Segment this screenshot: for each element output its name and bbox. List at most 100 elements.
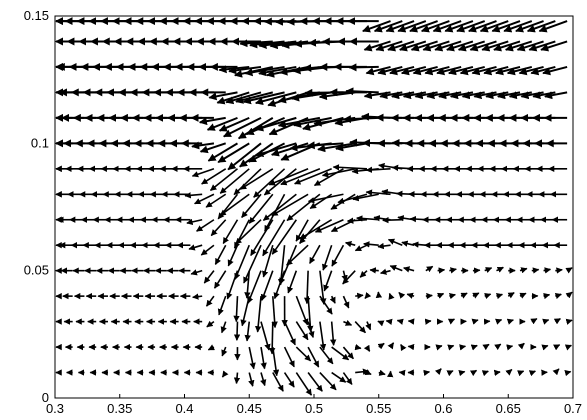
quiver-arrow (354, 321, 367, 334)
quiver-arrow (329, 295, 336, 304)
quiver-arrow (255, 116, 297, 132)
quiver-arrow (295, 346, 312, 362)
quiver-arrow (254, 296, 262, 333)
quiver-arrow (272, 346, 280, 377)
quiver-arrow (287, 270, 298, 294)
quiver-arrow (354, 343, 362, 351)
quiver-arrow (271, 193, 309, 217)
quiver-arrow (565, 267, 573, 274)
quiver-arrow (188, 244, 203, 251)
quiver-arrow (255, 91, 297, 106)
quiver-arrow (387, 238, 403, 246)
quiver-arrow (363, 344, 371, 352)
quiver-arrow (227, 142, 262, 171)
quiver-arrow (223, 116, 262, 138)
quiver-arrow (407, 343, 415, 351)
quiver-arrow (460, 292, 468, 299)
quiver-arrow (201, 168, 227, 185)
quiver-arrow (364, 369, 372, 376)
quiver-arrow (507, 292, 515, 299)
quiver-arrow (233, 168, 262, 196)
quiver-arrow (260, 270, 274, 301)
quiver-arrow (482, 343, 490, 351)
quiver-arrow (541, 344, 549, 351)
quiver-arrow (218, 116, 250, 132)
quiver-arrow (272, 372, 284, 392)
quiver-arrow (196, 219, 215, 232)
quiver-arrow (377, 342, 385, 350)
quiver-arrow (447, 318, 456, 325)
quiver-arrow (553, 318, 561, 325)
quiver-arrow (243, 244, 262, 284)
quiver-arrow (262, 244, 274, 278)
x-tick-label: 0.4 (175, 401, 193, 416)
quiver-arrow (319, 321, 327, 351)
quiver-arrow (235, 91, 274, 104)
quiver-arrow (407, 318, 415, 325)
quiver-arrow (242, 91, 285, 105)
quiver-arrow (205, 295, 215, 307)
quiver-arrow (220, 321, 227, 334)
quiver-arrow (388, 292, 395, 300)
quiver-arrow (342, 372, 353, 385)
quiver-arrow (233, 321, 241, 341)
quiver-arrows (55, 17, 573, 396)
quiver-arrow (244, 270, 251, 299)
quiver-arrow (249, 40, 285, 49)
quiver-arrow (542, 318, 550, 325)
quiver-arrow (469, 369, 478, 377)
quiver-arrow (542, 65, 568, 76)
quiver-arrow (543, 267, 552, 274)
quiver-arrow (495, 318, 503, 325)
quiver-arrow (355, 368, 370, 375)
quiver-arrow (555, 267, 563, 274)
quiver-arrow (423, 369, 431, 377)
quiver-arrow (250, 219, 274, 257)
quiver-arrow (378, 369, 386, 376)
quiver-arrow (191, 141, 215, 150)
quiver-arrow (198, 116, 226, 126)
quiver-arrow (506, 344, 514, 351)
quiver-arrow (271, 296, 278, 329)
quiver-arrow (321, 168, 356, 178)
quiver-arrow (299, 219, 321, 244)
quiver-arrow (484, 267, 493, 273)
quiver-arrow (314, 219, 344, 233)
quiver-arrow (359, 270, 368, 278)
quiver-arrow (271, 219, 297, 255)
quiver-arrow (233, 372, 241, 385)
quiver-arrow (307, 346, 320, 368)
quiver-arrow (540, 40, 568, 52)
quiver-arrow (506, 318, 514, 325)
quiver-arrow (219, 193, 250, 217)
quiver-arrow (553, 344, 561, 351)
x-axis-ticks: 0.3 0.35 0.4 0.45 0.5 0.55 0.6 0.65 0.7 (46, 394, 582, 416)
quiver-arrow (210, 168, 238, 192)
quiver-arrow (496, 266, 504, 273)
quiver-arrow (494, 343, 502, 351)
quiver-arrow (517, 342, 525, 350)
quiver-arrow (207, 142, 238, 162)
quiver-arrow (342, 270, 356, 285)
quiver-arrow (319, 295, 333, 315)
quiver-arrow (329, 321, 337, 346)
quiver-arrow (363, 241, 379, 248)
quiver-arrow (307, 372, 323, 392)
quiver-arrow (319, 371, 337, 391)
quiver-arrow (235, 219, 262, 245)
quiver-arrow (528, 370, 536, 377)
x-tick-label: 0.65 (496, 401, 521, 416)
y-tick-label: 0 (42, 390, 49, 405)
quiver-arrow (227, 244, 239, 267)
quiver-arrow (233, 296, 240, 323)
quiver-arrow (519, 267, 528, 274)
quiver-arrow (323, 270, 333, 292)
quiver-arrow (505, 368, 513, 376)
quiver-arrow (319, 346, 334, 365)
quiver-arrow (234, 244, 250, 280)
quiver-arrow (206, 116, 238, 131)
quiver-arrow (543, 292, 551, 300)
x-tick-label: 0.3 (46, 401, 64, 416)
quiver-arrow (565, 318, 573, 325)
quiver-arrow (331, 244, 345, 267)
